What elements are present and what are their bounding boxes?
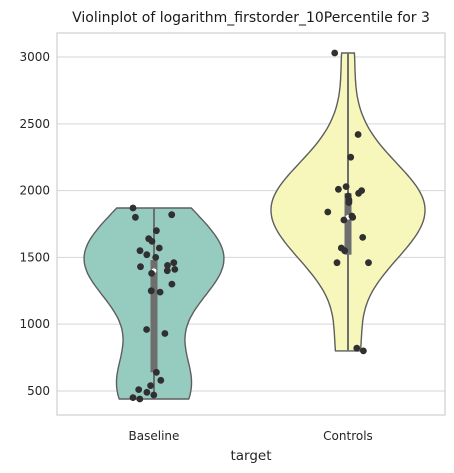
iqr-box-controls xyxy=(344,193,352,255)
data-point-baseline xyxy=(161,330,169,337)
data-point-baseline xyxy=(129,394,137,401)
data-point-baseline xyxy=(137,263,144,271)
data-point-controls xyxy=(333,259,341,267)
data-point-baseline xyxy=(156,288,164,296)
data-point-baseline xyxy=(157,376,165,384)
iqr-box-baseline xyxy=(150,260,158,373)
data-point-controls xyxy=(335,185,342,193)
data-point-controls xyxy=(341,247,349,255)
data-point-baseline xyxy=(152,254,160,261)
data-point-controls xyxy=(355,189,362,197)
plot-frame xyxy=(56,32,446,416)
violin-layer xyxy=(83,52,426,400)
chart-title: Violinplot of logarithm_firstorder_10Per… xyxy=(72,10,430,26)
data-point-baseline xyxy=(143,388,151,396)
data-point-baseline xyxy=(153,368,160,376)
data-point-baseline xyxy=(153,227,160,235)
data-point-controls xyxy=(324,208,332,216)
data-point-controls xyxy=(347,153,355,161)
y-tick-label: 2000 xyxy=(19,184,50,198)
data-point-baseline xyxy=(148,238,156,245)
data-point-baseline xyxy=(136,395,144,403)
data-point-baseline xyxy=(148,270,156,277)
data-point-controls xyxy=(340,216,348,224)
data-point-controls xyxy=(331,49,339,57)
y-tick-label: 1000 xyxy=(19,317,50,331)
data-point-baseline xyxy=(147,287,155,295)
data-point-controls xyxy=(359,234,367,241)
data-point-controls xyxy=(360,347,367,355)
point-layer xyxy=(129,49,372,403)
data-point-baseline xyxy=(168,280,176,288)
data-point-baseline xyxy=(143,251,151,259)
data-point-baseline xyxy=(129,204,137,212)
data-point-baseline xyxy=(163,267,171,275)
x-axis-label: target xyxy=(230,448,271,464)
x-tick-label-controls: Controls xyxy=(323,429,373,443)
x-tick-labels: Baseline Controls xyxy=(129,429,373,443)
data-point-controls xyxy=(345,199,353,207)
data-point-baseline xyxy=(164,262,171,269)
data-point-baseline xyxy=(171,266,179,273)
data-point-baseline xyxy=(168,211,176,219)
data-point-baseline xyxy=(136,247,144,255)
data-point-baseline xyxy=(135,386,143,393)
data-point-baseline xyxy=(150,391,158,399)
y-tick-label: 1500 xyxy=(19,250,50,264)
data-point-baseline xyxy=(147,382,155,389)
y-tick-label: 2500 xyxy=(19,117,50,131)
data-point-controls xyxy=(353,344,361,352)
data-point-baseline xyxy=(143,326,151,333)
x-tick-label-baseline: Baseline xyxy=(129,429,180,443)
data-point-baseline xyxy=(155,244,163,252)
data-point-controls xyxy=(354,131,362,138)
y-tick-label: 500 xyxy=(27,384,50,398)
data-point-baseline xyxy=(132,213,139,221)
data-point-baseline xyxy=(170,259,178,267)
y-tick-label: 3000 xyxy=(19,50,50,64)
y-tick-labels: 500 1000 1500 2000 2500 3000 xyxy=(19,50,50,398)
data-point-controls xyxy=(342,183,350,191)
data-point-controls xyxy=(349,213,357,221)
data-point-controls xyxy=(365,259,372,267)
